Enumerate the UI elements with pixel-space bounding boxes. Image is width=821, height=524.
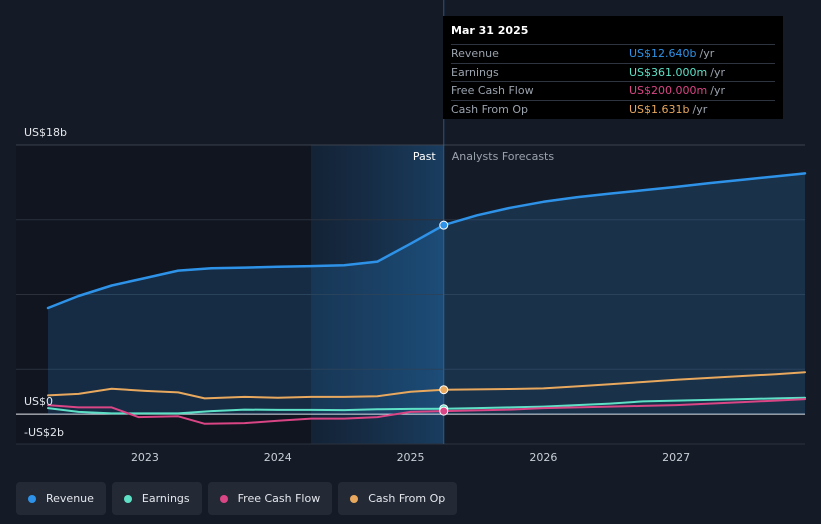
tooltip-label: Free Cash Flow <box>451 84 534 97</box>
past-label: Past <box>413 150 437 163</box>
tooltip-value: US$361.000m <box>629 65 708 79</box>
legend-label: Revenue <box>46 492 94 505</box>
tooltip-date: Mar 31 2025 <box>451 24 529 37</box>
legend-item-revenue[interactable]: Revenue <box>16 482 106 515</box>
tooltip-row-earnings: Earnings US$361.000m /yr <box>451 62 775 82</box>
revenue-dot-icon <box>28 494 36 503</box>
y-tick-label: US$18b <box>24 126 67 139</box>
series-line-earnings <box>47 396 806 415</box>
tooltip-unit: /yr <box>710 84 725 97</box>
tooltip-row-revenue: Revenue US$12.640b /yr <box>451 44 775 63</box>
tooltip-value: US$12.640b <box>629 47 697 60</box>
legend-item-earnings[interactable]: Earnings <box>111 482 202 515</box>
series-line-free-cash-flow <box>47 398 806 425</box>
y-tick-label: -US$2b <box>24 426 64 439</box>
tooltip-row-free-cash-flow: Free Cash Flow US$200.000m /yr <box>451 81 775 100</box>
marker-cash-from-op <box>439 385 449 395</box>
tooltip-label: Revenue <box>451 47 499 60</box>
legend-item-cash-from-op[interactable]: Cash From Op <box>338 482 458 515</box>
legend-label: Cash From Op <box>368 492 446 505</box>
legend-label: Free Cash Flow <box>237 492 321 505</box>
y-tick-label: US$0 <box>24 395 53 408</box>
tooltip-unit: /yr <box>710 65 725 79</box>
cash-from-op-dot-icon <box>350 494 359 503</box>
free-cash-flow-dot-icon <box>219 494 228 503</box>
marker-revenue <box>439 220 449 230</box>
data-tooltip: Mar 31 2025 Revenue US$12.640b /yr Earni… <box>443 16 783 119</box>
tooltip-unit: /yr <box>699 47 715 60</box>
x-tick-label: 2027 <box>662 451 690 464</box>
legend-label: Earnings <box>141 492 190 505</box>
x-tick-label: 2026 <box>529 451 557 464</box>
tooltip-value: US$1.631b <box>629 102 690 116</box>
x-tick-label: 2024 <box>264 451 292 464</box>
series-line-revenue <box>46 172 807 310</box>
x-tick-label: 2025 <box>397 451 425 464</box>
earnings-dot-icon <box>123 494 132 503</box>
series-line-cash-from-op <box>47 371 806 400</box>
forecast-label: Analysts Forecasts <box>452 150 555 163</box>
tooltip-label: Earnings <box>451 65 499 79</box>
chart-legend: Revenue Earnings Free Cash Flow Cash Fro… <box>16 482 458 515</box>
marker-free-cash-flow <box>439 406 449 416</box>
tooltip-value: US$200.000m <box>629 84 708 97</box>
x-tick-label: 2023 <box>131 451 159 464</box>
tooltip-label: Cash From Op <box>451 102 529 116</box>
legend-item-free-cash-flow[interactable]: Free Cash Flow <box>207 482 333 515</box>
tooltip-row-cash-from-op: Cash From Op US$1.631b /yr <box>451 99 775 119</box>
tooltip-unit: /yr <box>692 102 708 116</box>
series-area-revenue <box>48 173 805 415</box>
